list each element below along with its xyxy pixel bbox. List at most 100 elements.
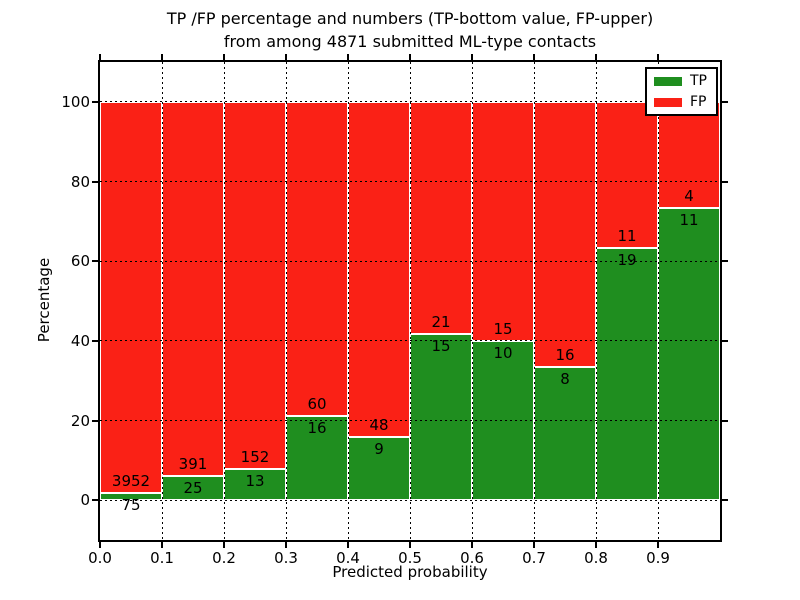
x-tick-top — [533, 54, 535, 62]
x-tick-label: 0.5 — [398, 549, 422, 567]
bar-label-fp: 3952 — [111, 471, 151, 490]
x-tick — [223, 540, 225, 548]
v-gridline — [285, 62, 287, 540]
y-tick-right — [720, 260, 728, 263]
v-gridline — [595, 62, 597, 540]
bar-label-tp: 13 — [245, 471, 265, 490]
bar-segment-fp — [410, 101, 472, 335]
bar-segment-tp — [286, 416, 348, 501]
bar-segment-fp — [348, 101, 410, 438]
bar-label-tp: 75 — [121, 495, 141, 514]
v-gridline — [161, 62, 163, 540]
bar-segment-fp — [224, 101, 286, 469]
y-tick-right — [720, 180, 728, 183]
bar-segment-fp — [596, 101, 658, 248]
y-tick-label: 0 — [80, 491, 90, 510]
x-axis-label: Predicted probability — [332, 563, 488, 581]
bar-segment-tp — [658, 208, 720, 501]
y-tick-right — [720, 499, 728, 502]
bar-label-tp: 10 — [493, 343, 513, 362]
y-tick-label: 80 — [70, 172, 90, 191]
v-gridline — [657, 62, 659, 540]
x-tick — [347, 540, 349, 548]
bar-label-tp: 15 — [431, 337, 451, 356]
x-tick-top — [99, 54, 101, 62]
x-tick — [595, 540, 597, 548]
x-tick-top — [409, 54, 411, 62]
x-tick-label: 0.9 — [646, 549, 670, 567]
legend-entry-fp: FP — [654, 95, 707, 109]
bar-label-tp: 9 — [374, 440, 384, 459]
y-tick — [92, 339, 100, 342]
y-tick — [92, 100, 100, 103]
bar-segment-tp — [410, 334, 472, 501]
bar-label-fp: 11 — [617, 226, 637, 245]
bar-label-fp: 16 — [555, 346, 575, 365]
y-tick-label: 40 — [70, 331, 90, 350]
plot-area: TP FP 3952 75 391 25 152 13 60 16 48 9 21 15 15 10 16 8… — [61, 54, 728, 567]
x-tick-label: 0.8 — [584, 549, 608, 567]
v-gridline — [471, 62, 473, 540]
bar-segment-fp — [534, 101, 596, 368]
y-tick — [92, 180, 100, 183]
bar-label-tp: 16 — [307, 419, 327, 438]
x-tick — [471, 540, 473, 548]
bar-segment-fp — [286, 101, 348, 417]
bar-segment-tp — [596, 247, 658, 501]
x-tick-label: 0.1 — [150, 549, 174, 567]
y-tick-label: 20 — [70, 411, 90, 430]
v-gridline — [347, 62, 349, 540]
x-tick-top — [161, 54, 163, 62]
x-tick — [285, 540, 287, 548]
v-gridline — [533, 62, 535, 540]
y-tick-label: 100 — [61, 92, 90, 111]
x-tick-label: 0.0 — [88, 549, 112, 567]
bar-label-fp: 391 — [178, 455, 208, 474]
bar-label-fp: 60 — [307, 395, 327, 414]
y-tick-right — [720, 419, 728, 422]
x-tick — [409, 540, 411, 548]
fp-color-swatch — [654, 97, 682, 107]
x-tick-top — [471, 54, 473, 62]
x-tick-top — [347, 54, 349, 62]
x-tick-top — [223, 54, 225, 62]
plot-canvas: TP FP 3952 75 391 25 152 13 60 16 48 9 21 15 15 10 16 8… — [61, 54, 728, 567]
y-tick-label: 60 — [70, 252, 90, 271]
tp-color-swatch — [654, 76, 682, 86]
bar-segment-fp — [100, 101, 162, 493]
bar-label-fp: 15 — [493, 319, 513, 338]
x-tick-label: 0.7 — [522, 549, 546, 567]
x-tick-label: 0.4 — [336, 549, 360, 567]
bar-label-fp: 152 — [240, 447, 270, 466]
bar-label-fp: 48 — [369, 416, 389, 435]
bar-label-fp: 21 — [431, 313, 451, 332]
bar-label-tp: 19 — [617, 250, 637, 269]
y-tick — [92, 419, 100, 422]
y-tick — [92, 499, 100, 502]
bar-segment-fp — [658, 101, 720, 209]
v-gridline — [409, 62, 411, 540]
y-tick-right — [720, 100, 728, 103]
legend-label-fp: FP — [690, 94, 707, 110]
x-tick-top — [657, 54, 659, 62]
bar-label-tp: 11 — [679, 211, 699, 230]
v-gridline — [223, 62, 225, 540]
x-tick-label: 0.3 — [274, 549, 298, 567]
legend: TP FP — [645, 67, 718, 116]
x-tick-top — [595, 54, 597, 62]
bar-label-tp: 25 — [183, 479, 203, 498]
chart-title-line2: from among 4871 submitted ML-type contac… — [223, 32, 597, 51]
bar-label-tp: 8 — [560, 370, 570, 389]
x-tick — [99, 540, 101, 548]
y-tick-right — [720, 339, 728, 342]
x-tick-top — [285, 54, 287, 62]
bar-segment-fp — [472, 101, 534, 341]
bar-segment-tp — [534, 367, 596, 501]
x-tick-label: 0.6 — [460, 549, 484, 567]
x-tick-label: 0.2 — [212, 549, 236, 567]
chart-title-line1: TP /FP percentage and numbers (TP-bottom… — [166, 9, 654, 28]
legend-entry-tp: TP — [654, 74, 707, 88]
bar-label-fp: 4 — [684, 187, 694, 206]
x-tick — [533, 540, 535, 548]
